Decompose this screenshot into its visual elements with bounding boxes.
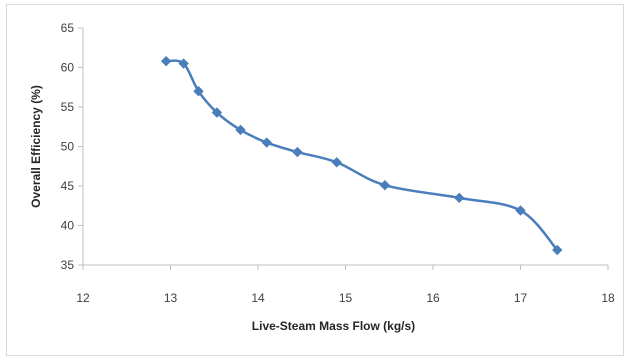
data-point-marker — [178, 58, 189, 69]
axes: 35 40 45 50 55 60 65 12 13 14 15 16 17 18 — [61, 21, 615, 305]
data-point-marker — [160, 55, 172, 67]
data-point-marker — [454, 192, 465, 204]
chart-frame — [6, 4, 624, 356]
x-tick-label: 18 — [601, 291, 615, 305]
y-tick-label: 45 — [61, 179, 75, 193]
data-point-marker — [235, 124, 246, 136]
x-tick-label: 17 — [514, 291, 528, 305]
y-tick-label: 35 — [61, 258, 75, 272]
data-point-marker — [193, 85, 204, 97]
x-tick-label: 15 — [339, 291, 353, 305]
y-tick-label: 50 — [61, 140, 75, 154]
y-tick-label: 60 — [61, 61, 75, 75]
y-tick-label: 55 — [61, 100, 75, 114]
y-tick-label: 40 — [61, 219, 75, 233]
x-tick-label: 12 — [76, 291, 90, 305]
data-point-marker — [261, 137, 272, 148]
data-point-marker — [552, 244, 563, 256]
data-point-marker — [379, 180, 391, 191]
y-tick-label: 65 — [61, 21, 75, 35]
data-point-marker — [515, 205, 526, 216]
data-point-marker — [331, 157, 342, 168]
series-layer — [160, 55, 563, 256]
x-tick-label: 13 — [164, 291, 178, 305]
y-axis-title: Overall Efficiency (%) — [29, 85, 43, 208]
series-line — [165, 59, 559, 251]
x-axis-title: Live-Steam Mass Flow (kg/s) — [252, 319, 415, 333]
data-point-marker — [292, 146, 303, 158]
x-tick-label: 14 — [251, 291, 265, 305]
data-point-marker — [211, 107, 223, 118]
x-tick-label: 16 — [426, 291, 440, 305]
